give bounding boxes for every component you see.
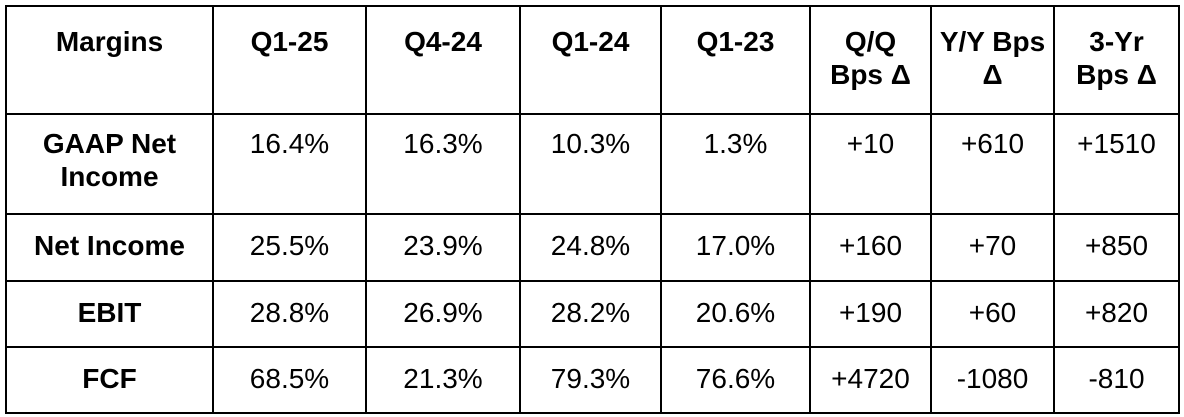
value-cell: 26.9% xyxy=(365,280,521,348)
value-cell: +4720 xyxy=(809,346,932,414)
value-cell: 16.3% xyxy=(365,113,521,215)
value-cell: 24.8% xyxy=(519,213,662,282)
value-cell: +10 xyxy=(809,113,932,215)
header-cell: Q1-25 xyxy=(212,5,367,115)
header-cell: Y/Y Bps Δ xyxy=(930,5,1055,115)
table-body: GAAP Net Income 16.4% 16.3% 10.3% 1.3% +10 +61… xyxy=(5,113,1180,414)
table-row: FCF 68.5% 21.3% 79.3% 76.6% +4720 -1080 -810 xyxy=(5,346,1180,414)
margins-table: Margins Q1-25 Q4-24 Q1-24 Q1-23 Q/Q Bps Δ Y/Y … xyxy=(5,5,1180,414)
row-label: GAAP Net Income xyxy=(5,113,214,215)
value-cell: +70 xyxy=(930,213,1055,282)
table-row: EBIT 28.8% 26.9% 28.2% 20.6% +190 +60 +820 xyxy=(5,280,1180,348)
value-cell: 68.5% xyxy=(212,346,367,414)
header-cell: Q1-24 xyxy=(519,5,662,115)
value-cell: 76.6% xyxy=(660,346,811,414)
value-cell: +1510 xyxy=(1053,113,1180,215)
value-cell: 79.3% xyxy=(519,346,662,414)
value-cell: 20.6% xyxy=(660,280,811,348)
value-cell: 21.3% xyxy=(365,346,521,414)
header-cell: Margins xyxy=(5,5,214,115)
header-row: Margins Q1-25 Q4-24 Q1-24 Q1-23 Q/Q Bps Δ Y/Y … xyxy=(5,5,1180,115)
value-cell: 17.0% xyxy=(660,213,811,282)
value-cell: +850 xyxy=(1053,213,1180,282)
header-cell: Q/Q Bps Δ xyxy=(809,5,932,115)
value-cell: +190 xyxy=(809,280,932,348)
value-cell: 1.3% xyxy=(660,113,811,215)
header-cell: Q1-23 xyxy=(660,5,811,115)
value-cell: +610 xyxy=(930,113,1055,215)
value-cell: 23.9% xyxy=(365,213,521,282)
value-cell: +60 xyxy=(930,280,1055,348)
value-cell: 28.8% xyxy=(212,280,367,348)
value-cell: +820 xyxy=(1053,280,1180,348)
row-label: EBIT xyxy=(5,280,214,348)
value-cell: 10.3% xyxy=(519,113,662,215)
value-cell: +160 xyxy=(809,213,932,282)
value-cell: 16.4% xyxy=(212,113,367,215)
row-label: FCF xyxy=(5,346,214,414)
value-cell: 28.2% xyxy=(519,280,662,348)
header-cell: 3-Yr Bps Δ xyxy=(1053,5,1180,115)
table-row: GAAP Net Income 16.4% 16.3% 10.3% 1.3% +10 +61… xyxy=(5,113,1180,215)
row-label: Net Income xyxy=(5,213,214,282)
table-row: Net Income 25.5% 23.9% 24.8% 17.0% +160 +70 +85… xyxy=(5,213,1180,282)
header-cell: Q4-24 xyxy=(365,5,521,115)
value-cell: -810 xyxy=(1053,346,1180,414)
value-cell: -1080 xyxy=(930,346,1055,414)
value-cell: 25.5% xyxy=(212,213,367,282)
